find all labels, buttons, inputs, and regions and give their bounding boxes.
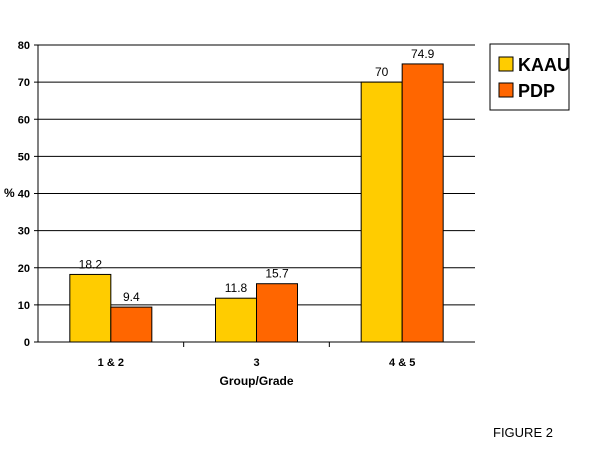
bar (360, 81, 403, 343)
data-label: 74.9 (411, 47, 435, 61)
x-tick-label: 4 & 5 (389, 357, 415, 369)
legend-label: PDP (518, 81, 555, 101)
legend-box (489, 43, 570, 111)
chart-labels: 0 10 20 30 40 50 60 70 80 18.2 9.4 1 & 2 11.8 15.7 3 70… (4, 40, 435, 388)
bar (69, 273, 112, 343)
legend-label: KAAU (518, 55, 570, 75)
y-tick-label: 60 (18, 114, 30, 126)
bar (401, 63, 444, 343)
gridlines (38, 44, 475, 306)
y-axis-title: % (4, 186, 15, 200)
bar (110, 306, 153, 343)
bars (69, 63, 444, 343)
figure-caption: FIGURE 2 (493, 425, 553, 440)
bar (215, 297, 257, 343)
data-label: 15.7 (265, 267, 289, 281)
y-tick-label: 40 (18, 189, 30, 201)
data-label: 11.8 (225, 281, 248, 295)
bar (256, 283, 298, 343)
y-tick-label: 0 (24, 337, 30, 349)
y-tick-label: 30 (18, 226, 30, 238)
data-label: 9.4 (123, 290, 140, 304)
y-tick-label: 20 (18, 263, 30, 275)
legend: KAAU PDP (489, 43, 570, 111)
data-label: 70 (375, 65, 389, 79)
legend-swatch (498, 82, 514, 98)
x-axis-title: Group/Grade (219, 374, 293, 388)
data-label: 18.2 (79, 257, 103, 271)
y-tick-label: 50 (18, 151, 30, 163)
y-tick-label: 10 (18, 300, 30, 312)
x-tick-label: 1 & 2 (98, 357, 124, 369)
legend-swatch (498, 56, 514, 72)
y-tick-label: 80 (18, 40, 30, 52)
x-tick-label: 3 (253, 357, 259, 369)
y-tick-label: 70 (18, 77, 30, 89)
axes (34, 44, 475, 347)
